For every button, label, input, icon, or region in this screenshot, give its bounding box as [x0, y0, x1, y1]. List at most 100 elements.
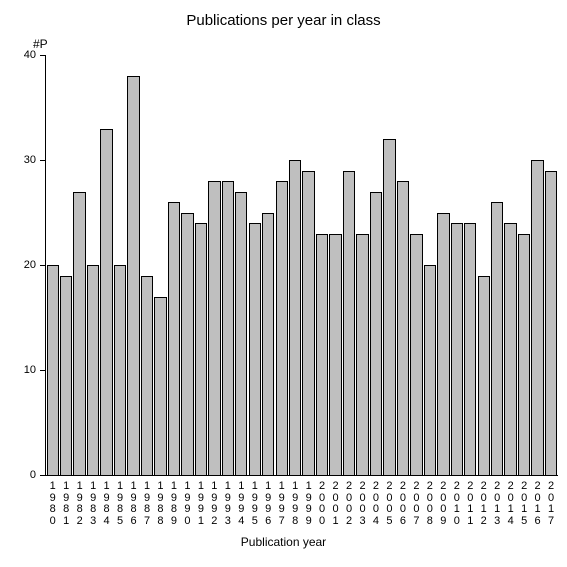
bar — [424, 265, 436, 475]
bar — [114, 265, 126, 475]
bar — [437, 213, 449, 476]
chart-title: Publications per year in class — [0, 12, 567, 29]
bar-slot: 1981 — [59, 55, 72, 475]
bar-slot: 1982 — [73, 55, 86, 475]
y-tick-label: 10 — [24, 364, 36, 376]
x-tick-label: 2013 — [492, 481, 503, 527]
bar — [410, 234, 422, 476]
bar-slot: 2001 — [329, 55, 342, 475]
bar — [504, 223, 516, 475]
y-tick-label: 20 — [24, 259, 36, 271]
x-tick-label: 2008 — [424, 481, 435, 527]
x-tick-label: 2003 — [357, 481, 368, 527]
bar — [491, 202, 503, 475]
bar-slot: 2007 — [410, 55, 423, 475]
bar-slot: 2004 — [369, 55, 382, 475]
bar-slot: 2016 — [531, 55, 544, 475]
bar-slot: 2011 — [464, 55, 477, 475]
bar — [370, 192, 382, 476]
x-tick-label: 1980 — [47, 481, 58, 527]
x-tick-label: 1997 — [276, 481, 287, 527]
x-tick-label: 1984 — [101, 481, 112, 527]
bar — [316, 234, 328, 476]
bar-slot: 2000 — [315, 55, 328, 475]
bar-slot: 1999 — [302, 55, 315, 475]
x-axis-title: Publication year — [0, 535, 567, 549]
bar — [531, 160, 543, 475]
x-tick-label: 2001 — [330, 481, 341, 527]
bar-slot: 1980 — [46, 55, 59, 475]
x-tick-label: 2005 — [384, 481, 395, 527]
bar — [87, 265, 99, 475]
x-tick-label: 1995 — [249, 481, 260, 527]
bar-slot: 1990 — [181, 55, 194, 475]
bar-slot: 1989 — [167, 55, 180, 475]
x-tick-label: 2016 — [532, 481, 543, 527]
bar — [329, 234, 341, 476]
bars-group: 1980198119821983198419851986198719881989… — [46, 55, 558, 475]
bar-slot: 1996 — [262, 55, 275, 475]
bar — [249, 223, 261, 475]
x-tick-label: 1988 — [155, 481, 166, 527]
bar — [383, 139, 395, 475]
bar-slot: 1986 — [127, 55, 140, 475]
x-tick-label: 2006 — [397, 481, 408, 527]
x-tick-label: 1986 — [128, 481, 139, 527]
x-tick-label: 2009 — [438, 481, 449, 527]
bar-slot: 1995 — [248, 55, 261, 475]
x-tick-label: 2010 — [451, 481, 462, 527]
bar — [47, 265, 59, 475]
bar-slot: 2008 — [423, 55, 436, 475]
y-tick — [40, 160, 46, 161]
bar — [141, 276, 153, 476]
bar-slot: 1992 — [208, 55, 221, 475]
x-tick-label: 1981 — [61, 481, 72, 527]
y-tick — [40, 475, 46, 476]
bar — [154, 297, 166, 476]
bar-slot: 2002 — [342, 55, 355, 475]
bar-slot: 2014 — [504, 55, 517, 475]
y-tick — [40, 265, 46, 266]
bar — [235, 192, 247, 476]
bar-slot: 1987 — [140, 55, 153, 475]
x-tick-label: 1998 — [290, 481, 301, 527]
bar-slot: 1985 — [113, 55, 126, 475]
x-tick-label: 1999 — [303, 481, 314, 527]
bar-slot: 2006 — [396, 55, 409, 475]
x-tick-label: 2012 — [478, 481, 489, 527]
plot-area: 1980198119821983198419851986198719881989… — [45, 55, 558, 476]
bar — [397, 181, 409, 475]
bar — [73, 192, 85, 476]
bar — [262, 213, 274, 476]
bar — [343, 171, 355, 476]
x-tick-label: 2002 — [344, 481, 355, 527]
x-tick-label: 2017 — [546, 481, 557, 527]
bar — [276, 181, 288, 475]
bar-slot: 1983 — [86, 55, 99, 475]
x-tick-label: 2011 — [465, 481, 476, 527]
bar-slot: 2013 — [490, 55, 503, 475]
bar-slot: 2009 — [437, 55, 450, 475]
y-tick-label: 40 — [24, 49, 36, 61]
bar-slot: 2010 — [450, 55, 463, 475]
bar — [518, 234, 530, 476]
x-tick-label: 1982 — [74, 481, 85, 527]
x-tick-label: 2000 — [317, 481, 328, 527]
y-tick-label: 0 — [30, 469, 36, 481]
x-tick-label: 2007 — [411, 481, 422, 527]
y-tick-label: 30 — [24, 154, 36, 166]
bar — [356, 234, 368, 476]
bar-slot: 1994 — [235, 55, 248, 475]
bar-chart: Publications per year in class #P 198019… — [0, 0, 567, 567]
bar — [478, 276, 490, 476]
y-tick — [40, 55, 46, 56]
bar — [545, 171, 557, 476]
bar-slot: 2017 — [544, 55, 557, 475]
bar-slot: 1997 — [275, 55, 288, 475]
x-tick-label: 2015 — [519, 481, 530, 527]
x-tick-label: 1990 — [182, 481, 193, 527]
bar — [100, 129, 112, 476]
bar — [302, 171, 314, 476]
bar — [195, 223, 207, 475]
bar — [168, 202, 180, 475]
